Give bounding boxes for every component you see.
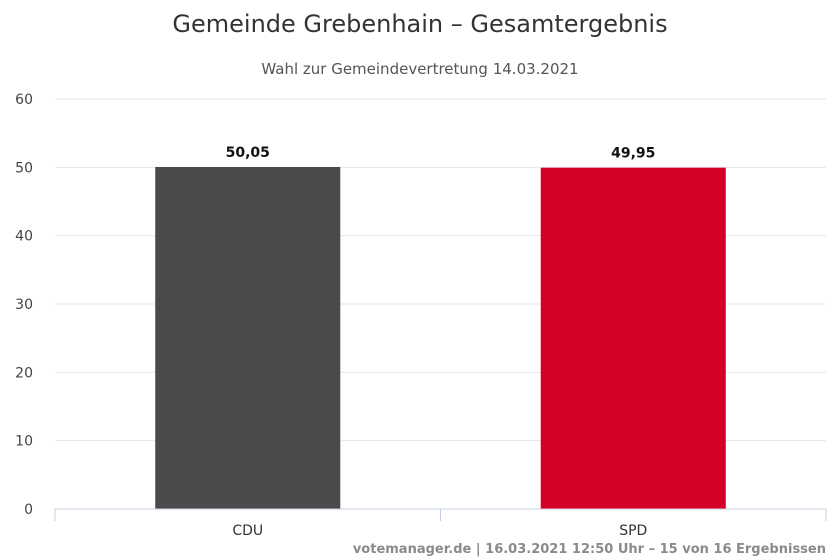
y-tick-label: 0 [24, 502, 33, 518]
bars: 50,05 49,95 [155, 145, 726, 510]
y-tick-label: 40 [15, 229, 33, 245]
bar-spd [540, 167, 726, 510]
y-tick-label: 10 [15, 434, 33, 450]
data-label-cdu: 50,05 [226, 145, 270, 161]
y-tick-label: 20 [15, 365, 33, 381]
x-tick-label: SPD [619, 523, 647, 539]
data-label-spd: 49,95 [611, 146, 655, 162]
y-tick-label: 30 [15, 297, 33, 313]
credits[interactable]: votemanager.de | 16.03.2021 12:50 Uhr – … [353, 542, 826, 557]
y-tick-label: 60 [15, 92, 33, 108]
x-axis: CDU SPD [54, 508, 827, 539]
chart-subtitle: Wahl zur Gemeindevertretung 14.03.2021 [261, 60, 578, 78]
chart-title: Gemeinde Grebenhain – Gesamtergebnis [172, 10, 667, 38]
y-axis: 0 10 20 30 40 50 60 [15, 92, 33, 518]
bar-cdu [155, 166, 341, 509]
y-tick-label: 50 [15, 160, 33, 176]
x-tick-label: CDU [232, 523, 263, 539]
